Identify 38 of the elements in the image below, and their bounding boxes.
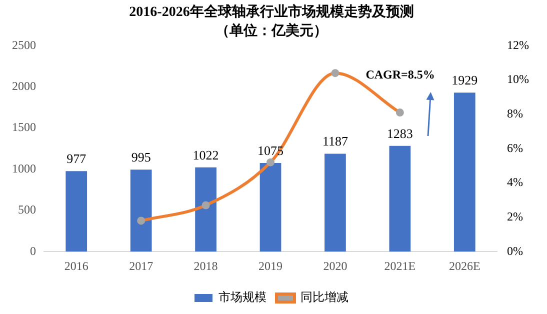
y-tick-label: 2000 [12, 78, 36, 93]
y2-tick-label: 4% [507, 175, 524, 190]
bar [195, 167, 216, 252]
y2-tick-label: 12% [507, 38, 530, 52]
x-tick-label: 2026E [448, 258, 480, 273]
y-tick-label: 0 [30, 244, 36, 258]
chart-title: 2016-2026年全球轴承行业市场规模走势及预测 [129, 3, 414, 20]
y2-tick-label: 0% [507, 244, 524, 258]
annotation: CAGR=8.5% [366, 68, 435, 82]
y-tick-label: 2500 [12, 38, 36, 52]
bar [260, 163, 282, 252]
x-tick-label: 2021E [384, 258, 416, 273]
y-tick-label: 1000 [12, 161, 36, 176]
y2-tick-label: 6% [507, 140, 524, 155]
x-tick-label: 2016 [64, 258, 88, 273]
bar [130, 170, 152, 252]
data-label: 1929 [452, 72, 478, 88]
y2-tick-label: 2% [507, 209, 524, 224]
bar [324, 154, 346, 252]
y-tick-label: 500 [18, 202, 36, 217]
x-tick-label: 2017 [129, 258, 154, 273]
bar [66, 171, 88, 252]
legend-label: 市场规模 [218, 290, 266, 304]
legend-label: 同比增减 [300, 290, 348, 304]
x-tick-label: 2019 [258, 258, 282, 273]
bar [389, 146, 411, 252]
data-label: 977 [66, 151, 87, 166]
y-tick-label: 1500 [12, 120, 36, 134]
data-label: 1022 [192, 147, 219, 162]
data-label: 1283 [386, 126, 413, 141]
data-label: 1187 [322, 134, 348, 149]
data-label: 995 [131, 150, 151, 165]
chart-subtitle: （单位：亿美元） [216, 22, 328, 39]
y2-tick-label: 8% [507, 106, 524, 120]
x-tick-label: 2018 [194, 258, 218, 273]
y2-tick-label: 10% [507, 72, 530, 86]
x-tick-label: 2020 [323, 258, 348, 273]
bar [454, 92, 476, 252]
